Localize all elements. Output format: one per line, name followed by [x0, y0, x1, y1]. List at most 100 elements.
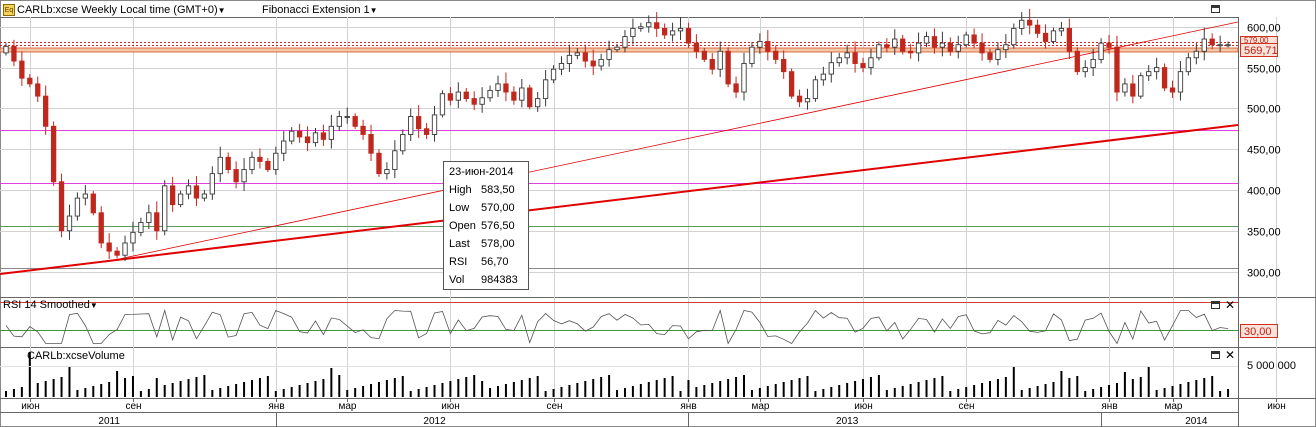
rsi-line — [5, 309, 1229, 345]
candle-body — [836, 57, 842, 64]
candle-body — [892, 38, 898, 48]
candle-body — [955, 44, 961, 52]
candle-body — [1201, 38, 1207, 52]
candle-body — [1090, 58, 1096, 69]
candle-body — [820, 73, 827, 81]
dropdown-arrow-icon[interactable]: ▼ — [89, 301, 98, 310]
candle-body — [987, 52, 993, 60]
candle-body — [630, 27, 636, 38]
candle-body — [162, 185, 168, 232]
dropdown-arrow-icon[interactable]: ▼ — [369, 6, 378, 15]
candle-body — [289, 130, 295, 142]
candle-body — [646, 22, 652, 28]
maximize-icon[interactable] — [1211, 5, 1220, 13]
candle-body — [606, 49, 612, 60]
candle-body — [312, 132, 319, 144]
candle-body — [1066, 27, 1073, 52]
candle-body — [1027, 19, 1033, 26]
volume-panel-title[interactable]: CARLb:xcseVolume — [27, 350, 125, 362]
candle-body — [749, 46, 755, 64]
y-tick-label: 550,00 — [1247, 64, 1281, 76]
candle-body — [408, 116, 414, 135]
close-icon[interactable]: ✕ — [1225, 348, 1236, 362]
trend-line-major — [0, 124, 1239, 275]
candle-body — [828, 62, 834, 75]
candle-body — [963, 34, 969, 46]
month-tick-label: июн — [441, 401, 460, 412]
candle-body — [217, 156, 223, 175]
candle-body — [193, 185, 200, 199]
candlestick-series — [3, 8, 1231, 262]
candle-body — [209, 173, 215, 195]
candle-body — [669, 30, 676, 36]
maximize-icon[interactable] — [1211, 351, 1220, 359]
tooltip-value: 578,00 — [481, 238, 515, 250]
month-tick-label: сен — [958, 401, 974, 412]
eq-icon[interactable]: Eq — [3, 4, 15, 16]
symbol-title[interactable]: CARLb:xcse Weekly Local time (GMT+0)▼ — [17, 4, 226, 16]
candle-body — [1042, 32, 1049, 42]
axis-labels: 600,00 550,00 500,00 450,00 400,00 350,00 300,… — [21, 23, 1286, 427]
candle-body — [844, 52, 850, 59]
candle-body — [796, 95, 803, 103]
candle-body — [654, 22, 660, 29]
candle-body — [590, 60, 596, 67]
candle-body — [550, 68, 557, 81]
candle-body — [3, 45, 9, 54]
candle-body — [58, 181, 65, 232]
study-title[interactable]: Fibonacci Extension 1▼ — [262, 4, 378, 16]
candle-body — [1082, 67, 1088, 73]
candle-body — [400, 134, 406, 152]
candle-body — [511, 91, 517, 101]
data-tooltip: 23-июн-2014 High 583,50 Low 570,00 Open … — [443, 161, 529, 290]
candle-body — [1011, 27, 1017, 46]
y-tick-label: 600,00 — [1247, 23, 1281, 35]
candle-body — [19, 60, 25, 79]
rsi-panel-title[interactable]: RSI 14 Smoothed▼ — [3, 299, 98, 311]
candle-body — [781, 58, 787, 73]
candle-body — [106, 242, 112, 252]
month-tick-label: мар — [752, 401, 770, 412]
candle-body — [1034, 24, 1041, 34]
candle-body — [638, 26, 644, 29]
close-icon[interactable]: ✕ — [1225, 298, 1236, 312]
tooltip-value: 984383 — [481, 274, 518, 286]
candle-body — [296, 130, 303, 138]
candle-body — [701, 50, 707, 60]
trend-line-minor — [104, 21, 1239, 263]
candle-body — [439, 93, 446, 116]
candle-body — [336, 116, 342, 127]
candle-body — [27, 77, 33, 85]
candle-body — [43, 95, 49, 127]
candle-body — [582, 52, 588, 62]
candle-body — [201, 193, 208, 199]
candle-body — [257, 156, 263, 162]
candle-body — [11, 45, 17, 62]
fibonacci-levels — [0, 42, 1239, 269]
candle-body — [717, 50, 723, 70]
dropdown-arrow-icon[interactable]: ▼ — [217, 6, 226, 15]
y-tick-label: 350,00 — [1247, 227, 1281, 239]
candle-body — [1019, 19, 1025, 29]
year-tick-label: 2013 — [836, 416, 859, 427]
candle-body — [1130, 83, 1136, 97]
tooltip-label: RSI — [449, 256, 468, 268]
tooltip-label: Open — [449, 220, 476, 232]
tooltip-label: Vol — [449, 274, 465, 286]
tooltip-value: 583,50 — [481, 184, 515, 196]
candle-body — [542, 79, 549, 100]
candle-body — [884, 44, 890, 48]
candle-body — [90, 193, 96, 214]
candle-body — [82, 193, 89, 199]
candle-body — [74, 197, 81, 217]
maximize-icon[interactable] — [1211, 301, 1220, 309]
candle-body — [1209, 38, 1215, 46]
candle-body — [241, 169, 247, 183]
candle-body — [35, 83, 41, 97]
candle-body — [122, 242, 128, 256]
candle-body — [98, 212, 104, 244]
candle-body — [352, 116, 358, 127]
candle-body — [971, 34, 977, 44]
month-tick-label: июн — [1267, 401, 1286, 412]
candle-body — [281, 140, 287, 154]
